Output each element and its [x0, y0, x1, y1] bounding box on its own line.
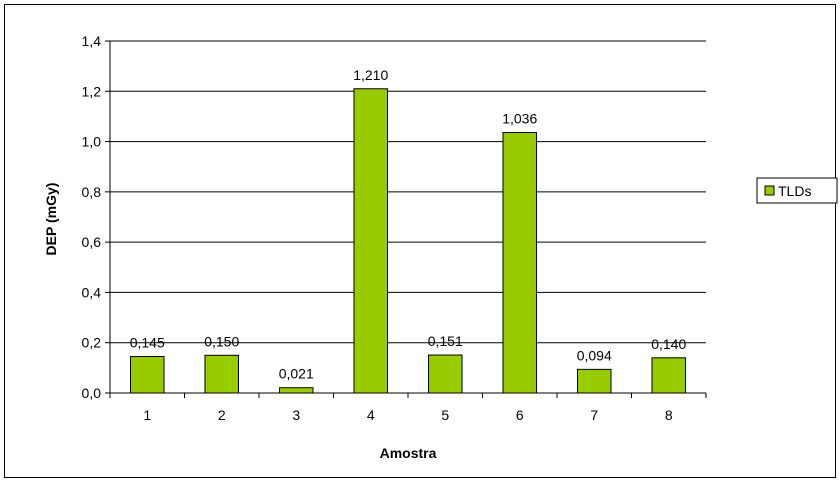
x-tick-label: 6 — [516, 407, 524, 423]
bar[interactable] — [278, 387, 314, 394]
y-tick-label: 0,2 — [82, 335, 102, 351]
data-label: 1,210 — [353, 67, 388, 83]
y-tick-label: 1,4 — [82, 33, 102, 49]
data-label: 1,036 — [502, 111, 537, 127]
legend-swatch-tlds — [764, 185, 775, 196]
x-tick-labels: 1 2 3 4 5 6 7 8 — [143, 407, 673, 423]
data-label: 0,140 — [651, 336, 686, 352]
bar[interactable] — [129, 356, 165, 394]
bar[interactable] — [427, 354, 463, 394]
y-tick-label: 0,8 — [82, 184, 102, 200]
data-label: 0,094 — [577, 347, 612, 363]
data-labels: 0,145 0,150 0,021 1,210 0,151 1,036 0,094 0,140 — [130, 67, 687, 382]
x-tick-label: 5 — [441, 407, 449, 423]
data-label: 0,145 — [130, 335, 165, 351]
legend-label-tlds: TLDs — [778, 183, 811, 199]
y-tick-labels: 0,0 0,2 0,4 0,6 0,8 1,0 1,2 1,4 — [82, 33, 102, 401]
x-axis-title: Amostra — [380, 445, 437, 461]
y-tick-label: 0,4 — [82, 284, 102, 300]
bar[interactable] — [353, 88, 389, 394]
x-tick-label: 4 — [367, 407, 375, 423]
x-tick-label: 2 — [218, 407, 226, 423]
gridlines — [105, 40, 707, 398]
y-tick-label: 1,2 — [82, 83, 102, 99]
y-axis-title: DEP (mGy) — [43, 183, 59, 256]
bar[interactable] — [204, 354, 240, 394]
bars — [129, 88, 687, 394]
x-tick-label: 3 — [292, 407, 300, 423]
x-tick-label: 7 — [590, 407, 598, 423]
y-tick-label: 1,0 — [82, 134, 102, 150]
chart-frame — [4, 4, 836, 478]
data-label: 0,021 — [279, 366, 314, 382]
data-label: 0,151 — [428, 333, 463, 349]
data-label: 0,150 — [204, 333, 239, 349]
x-tick-label: 1 — [143, 407, 151, 423]
legend[interactable]: TLDs — [756, 177, 838, 204]
y-tick-label: 0,0 — [82, 385, 102, 401]
bar[interactable] — [651, 357, 687, 394]
axes — [109, 41, 706, 394]
bar[interactable] — [502, 132, 538, 394]
bar[interactable] — [576, 368, 612, 394]
y-tick-label: 0,6 — [82, 234, 102, 250]
x-tick-label: 8 — [665, 407, 673, 423]
